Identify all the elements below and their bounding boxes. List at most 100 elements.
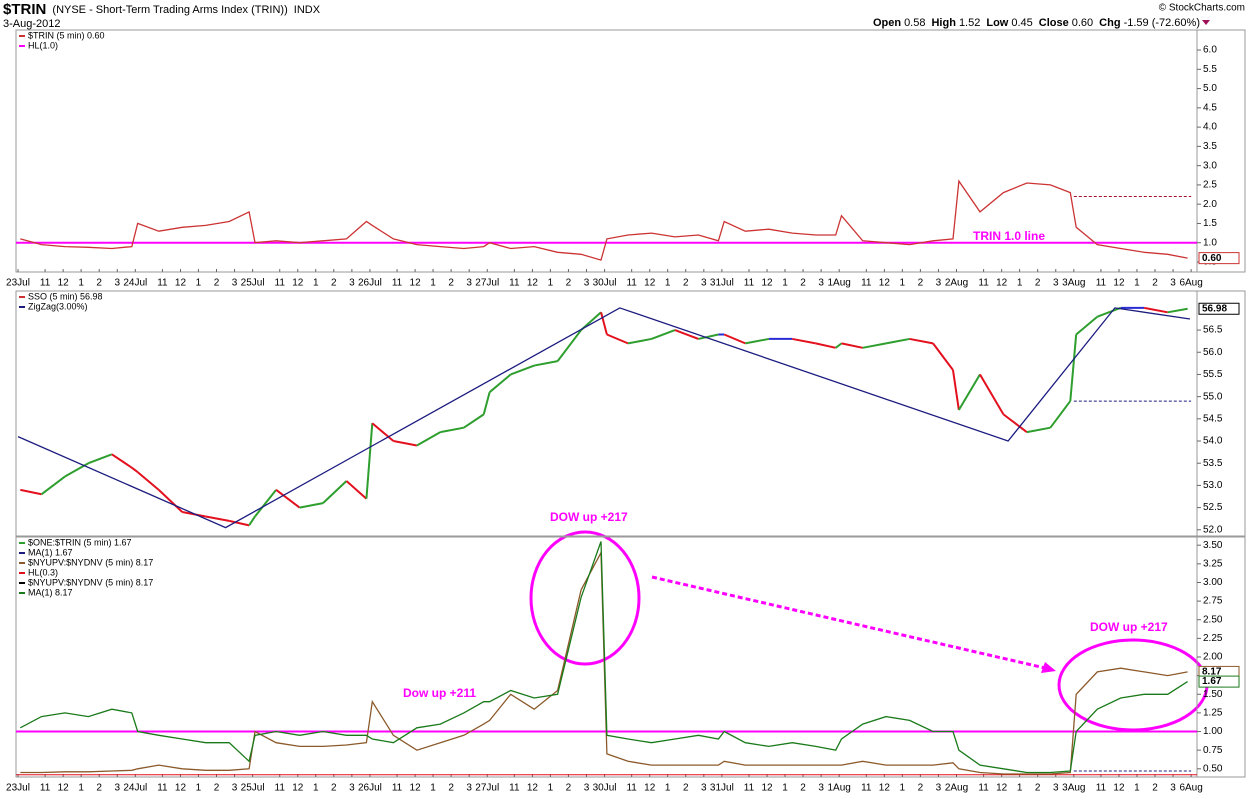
price-segment — [416, 431, 441, 447]
x-tick-label: 11 — [157, 783, 168, 794]
legend-label: $TRIN (5 min) 0.60 — [28, 30, 105, 40]
x-tick-label: 11 — [1096, 783, 1107, 794]
y-tick-label: 1.50 — [1203, 689, 1223, 700]
price-segment — [651, 329, 676, 340]
x-tick-label: 1 — [782, 783, 788, 794]
x-tick-label: 2 — [918, 783, 924, 794]
price-segment — [533, 360, 558, 367]
price-segment — [932, 342, 954, 371]
quote-value: 0.60 — [1072, 17, 1093, 29]
price-segment — [841, 342, 863, 349]
y-tick-label: 52.5 — [1203, 502, 1223, 513]
down-marker — [1202, 20, 1210, 25]
x-tick-label: 11 — [509, 783, 520, 794]
quote: Open 0.58 High 1.52 Low 0.45 Close 0.60 Chg -1.59… — [873, 17, 1200, 29]
price-segment — [88, 453, 113, 465]
quote-value: 0.45 — [1011, 17, 1032, 29]
quote-label: Chg — [1099, 17, 1120, 29]
legend-label: $ONE:$TRIN (5 min) 1.67 — [28, 537, 132, 547]
x-tick-label: 3 — [1170, 783, 1176, 794]
legend-label: SSO (5 min) 56.98 — [28, 291, 103, 301]
y-tick-label: 2.50 — [1203, 614, 1223, 625]
x-tick-label: 1 — [900, 278, 906, 289]
price-segment — [698, 333, 719, 340]
x-tick-label: 2 — [683, 278, 689, 289]
x-tick-label: 12 — [761, 278, 773, 289]
price-segment — [254, 489, 277, 518]
price-segment — [371, 422, 395, 442]
legend-label: $NYUPV:$NYDNV (5 min) 8.17 — [28, 577, 153, 587]
y-tick-label: 3.00 — [1203, 577, 1223, 588]
x-tick-label: 11 — [861, 278, 872, 289]
copyright: © StockCharts.com — [1159, 3, 1245, 14]
quote-value: -1.59 (-72.60%) — [1124, 17, 1200, 29]
x-tick-label: 1 — [430, 783, 436, 794]
x-tick-label: 25Jul — [241, 278, 265, 289]
x-tick-label: 11 — [978, 783, 989, 794]
x-tick-label: 1 — [1134, 278, 1140, 289]
x-tick-label: 3 — [232, 278, 238, 289]
x-tick-label: 2 — [1152, 278, 1158, 289]
price-segment — [228, 519, 250, 527]
x-tick-label: 12 — [175, 278, 187, 289]
panel-frame — [15, 536, 1246, 778]
x-tick-label: 11 — [1096, 278, 1107, 289]
x-tick-label: 12 — [879, 783, 891, 794]
x-tick-label: 3 — [232, 783, 238, 794]
y-tick-label: 55.0 — [1203, 391, 1223, 402]
x-tick-label: 11 — [40, 278, 51, 289]
y-tick-label: 2.5 — [1203, 180, 1217, 191]
price-segment — [510, 364, 535, 376]
x-tick-label: 2 — [1035, 783, 1041, 794]
y-tick-label: 56.0 — [1203, 347, 1223, 358]
price-segment — [1049, 400, 1072, 429]
x-tick-label: 12 — [644, 783, 656, 794]
x-tick-label: 1 — [1017, 278, 1023, 289]
x-tick-label: 3 — [701, 278, 707, 289]
price-segment — [792, 337, 816, 345]
x-tick-label: 11 — [275, 278, 286, 289]
x-tick-label: 1 — [1134, 783, 1140, 794]
x-tick-label: 2Aug — [945, 783, 968, 794]
x-tick-label: 12 — [292, 278, 304, 289]
price-segment — [957, 373, 981, 411]
x-tick-label: 11 — [978, 278, 989, 289]
highlight-ellipse — [1057, 638, 1209, 732]
annotation: Dow up +211 — [403, 686, 476, 700]
x-tick-label: 3 — [584, 278, 590, 289]
header-line: $TRIN (NYSE - Short-Term Trading Arms In… — [3, 1, 321, 18]
series-line — [19, 541, 1188, 774]
y-tick-label: 2.75 — [1203, 596, 1223, 607]
price-segment — [137, 471, 160, 491]
y-tick-label: 1.25 — [1203, 708, 1223, 719]
x-tick-label: 11 — [744, 783, 755, 794]
x-tick-label: 3 — [936, 278, 942, 289]
x-tick-label: 2 — [1035, 278, 1041, 289]
x-tick-label: 1 — [196, 783, 202, 794]
series-line — [17, 307, 1191, 529]
legend-label: MA(1) 1.67 — [28, 547, 73, 557]
x-tick-label: 2 — [918, 278, 924, 289]
price-segment — [745, 337, 769, 345]
x-tick-label: 2 — [214, 783, 220, 794]
panel-frame — [15, 290, 1246, 537]
price-segment — [951, 369, 960, 411]
x-tick-label: 25Jul — [241, 783, 265, 794]
price-segment — [365, 423, 374, 499]
price-segment — [862, 342, 887, 349]
x-tick-label: 12 — [644, 278, 656, 289]
x-tick-label: 1 — [782, 278, 788, 289]
price-segment — [909, 337, 934, 345]
x-tick-label: 1Aug — [828, 278, 851, 289]
x-tick-label: 12 — [527, 278, 539, 289]
y-tick-label: 2.25 — [1203, 633, 1223, 644]
x-tick-label: 31Jul — [710, 278, 734, 289]
x-tick-label: 24Jul — [123, 783, 147, 794]
y-tick-label: 3.5 — [1203, 141, 1217, 152]
x-tick-label: 6Aug — [1179, 278, 1202, 289]
price-segment — [885, 337, 910, 345]
legend-label: $NYUPV:$NYDNV (5 min) 8.17 — [28, 557, 153, 567]
x-tick-label: 27Jul — [475, 278, 499, 289]
quote-value: 1.52 — [959, 17, 980, 29]
x-tick-label: 11 — [626, 278, 637, 289]
